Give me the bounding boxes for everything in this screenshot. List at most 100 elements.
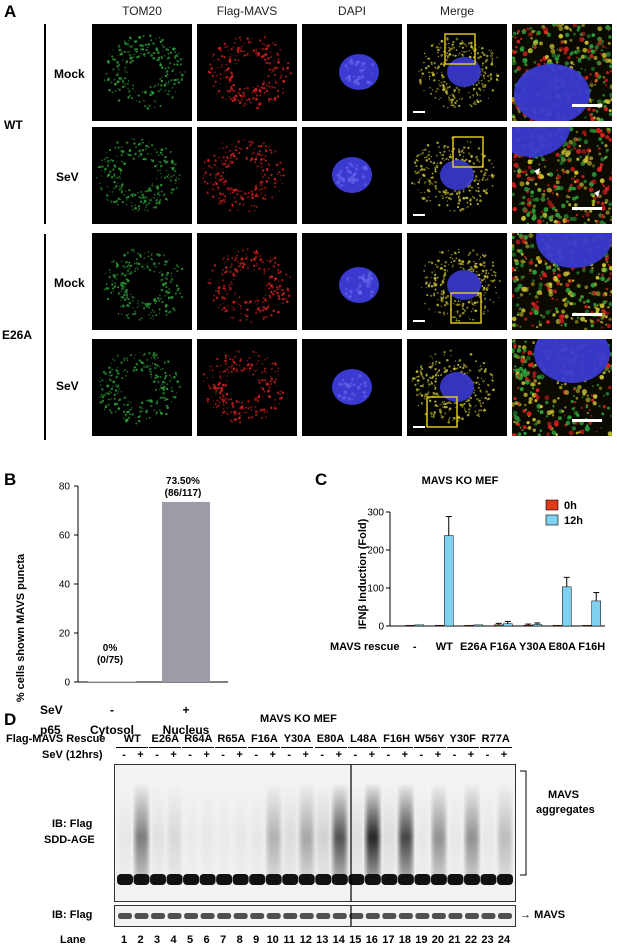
c-bar-0h-1 bbox=[435, 624, 445, 627]
d-mutant-5: Y30A bbox=[283, 733, 312, 745]
blot-flag-mavs-image bbox=[118, 906, 512, 926]
c-ylabel: IFNβ Induction (Fold) bbox=[357, 518, 369, 629]
micrograph-r3-zoom bbox=[512, 233, 612, 330]
row-label-wt-sev: SeV bbox=[56, 170, 79, 184]
d-mutant-1: E26A bbox=[151, 733, 180, 745]
blot2-band-13 bbox=[316, 913, 331, 919]
blot1-band-8 bbox=[232, 874, 249, 885]
b-ytick-label-4: 80 bbox=[59, 482, 71, 493]
c-bar-0h-6 bbox=[582, 624, 592, 627]
d-mutant-underline-6 bbox=[314, 747, 347, 748]
d-sev-mark-24: + bbox=[500, 749, 508, 761]
blot1-band-19 bbox=[414, 874, 431, 885]
c-ytick-label-3: 300 bbox=[367, 508, 384, 519]
d-mavs-arrow-label: → MAVS bbox=[520, 909, 566, 921]
d-lane-13: 13 bbox=[316, 934, 329, 946]
blot1-smear-9 bbox=[250, 785, 265, 880]
c-xcat-0: - bbox=[413, 641, 417, 653]
d-lane-5: 5 bbox=[187, 934, 194, 946]
blot1-smear-5 bbox=[184, 785, 199, 880]
blot-sdd-age bbox=[114, 764, 516, 902]
d-sev-mark-7: - bbox=[221, 749, 225, 761]
d-mutant-0: WT bbox=[123, 733, 141, 745]
micrograph-r2-tom20 bbox=[92, 127, 192, 224]
d-mutant-2: R64A bbox=[184, 733, 213, 745]
d-mutant-8: F16H bbox=[383, 733, 411, 745]
blot2-band-6 bbox=[200, 913, 215, 919]
d-mutant-6: E80A bbox=[316, 733, 345, 745]
d-sev-mark-19: - bbox=[419, 749, 424, 761]
d-mutant-4: F16A bbox=[250, 733, 278, 745]
d-lane-3: 3 bbox=[153, 934, 161, 946]
d-lane-label: Lane bbox=[60, 934, 86, 946]
d-lane-10: 10 bbox=[266, 934, 279, 946]
blot1-smear-13 bbox=[316, 785, 331, 880]
blot2-band-11 bbox=[283, 913, 298, 919]
c-bar-12h-3 bbox=[503, 623, 513, 627]
col-header-dapi: DAPI bbox=[337, 4, 366, 18]
blot1-band-9 bbox=[249, 874, 266, 885]
blot2-band-1 bbox=[118, 913, 132, 919]
blot1-smear-3 bbox=[151, 785, 166, 880]
c-legend-swatch-0h bbox=[545, 499, 559, 511]
blot1-band-13 bbox=[315, 874, 332, 885]
col-header-merge: Merge bbox=[439, 4, 474, 18]
micrograph-r3-mavs bbox=[197, 233, 297, 330]
blot-sdd-age-image bbox=[117, 765, 513, 901]
blot1-smear-11 bbox=[283, 785, 298, 880]
blot2-band-15 bbox=[349, 913, 364, 919]
d-mutant-underline-11 bbox=[479, 747, 512, 748]
d-sev-mark-21: - bbox=[452, 749, 457, 761]
c-bar-12h-5 bbox=[562, 586, 572, 627]
d-sev-mark-23: - bbox=[485, 749, 490, 761]
blot1-band-11 bbox=[282, 874, 299, 885]
micrograph-r2-merge bbox=[407, 127, 507, 224]
blot1-band-24 bbox=[497, 874, 513, 885]
micrograph-r1-zoom bbox=[512, 24, 612, 121]
d-lane-17: 17 bbox=[382, 934, 395, 946]
micrograph-r1-mavs bbox=[197, 24, 297, 121]
d-mutant-underline-9 bbox=[413, 747, 446, 748]
blot1-band-2 bbox=[133, 874, 150, 885]
d-sev-mark-11: - bbox=[287, 749, 292, 761]
blot1-smear-14 bbox=[332, 785, 347, 880]
row-label-wt-mock: Mock bbox=[54, 67, 85, 81]
c-bar-0h-0 bbox=[405, 624, 415, 627]
blot1-band-12 bbox=[298, 874, 315, 885]
d-mutant-7: L48A bbox=[350, 733, 378, 745]
d-rescue-label: Flag-MAVS Rescue bbox=[6, 733, 106, 745]
d-lane-7: 7 bbox=[220, 934, 227, 946]
b-bar-cytosol bbox=[88, 681, 136, 682]
micrograph-r1-tom20 bbox=[92, 24, 192, 121]
b-ytick-label-1: 20 bbox=[59, 629, 71, 640]
blot2-band-18 bbox=[398, 913, 413, 919]
blot1-smear-18 bbox=[398, 785, 413, 880]
b-ytick-label-2: 40 bbox=[59, 580, 71, 591]
c-xcat-6: F16H bbox=[578, 641, 605, 653]
c-title: MAVS KO MEF bbox=[422, 475, 499, 487]
blot1-smear-1 bbox=[118, 785, 132, 880]
d-aggregates-label-1: MAVS bbox=[548, 789, 579, 801]
blot1-band-6 bbox=[199, 874, 216, 885]
b-cat-cytosol: Cytosol bbox=[90, 723, 134, 737]
panel-d-letter: D bbox=[4, 710, 17, 729]
c-ytick-label-0: 0 bbox=[378, 622, 384, 633]
d-lane-8: 8 bbox=[236, 934, 243, 946]
blot2-band-12 bbox=[299, 913, 314, 919]
d-sev-mark-14: + bbox=[335, 749, 342, 761]
d-lane-14: 14 bbox=[332, 934, 345, 946]
blot1-smear-19 bbox=[415, 785, 430, 880]
d-mutant-11: R77A bbox=[481, 733, 510, 745]
b-p65-label: p65 bbox=[40, 723, 61, 737]
blot1-band-10 bbox=[265, 874, 282, 885]
micrograph-r2-dapi bbox=[302, 127, 402, 224]
d-sev-mark-10: + bbox=[269, 749, 276, 761]
blot2-band-2 bbox=[134, 913, 149, 919]
d-sev-mark-9: - bbox=[254, 749, 258, 761]
b-cat-nucleus: Nucleus bbox=[163, 723, 210, 737]
blot1-smear-4 bbox=[167, 785, 182, 880]
d-lane-12: 12 bbox=[299, 934, 312, 946]
c-xlabel: MAVS rescue bbox=[330, 641, 400, 653]
d-lane-20: 20 bbox=[431, 934, 445, 946]
blot2-band-16 bbox=[365, 913, 380, 919]
